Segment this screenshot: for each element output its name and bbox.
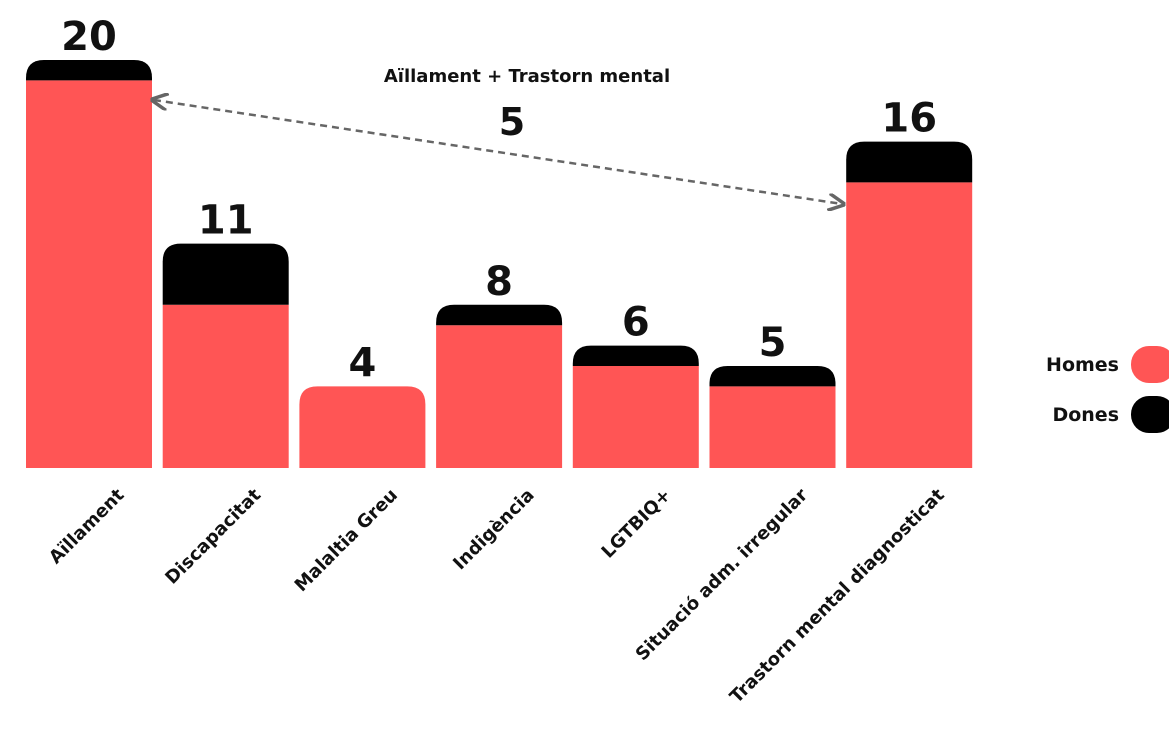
category-labels-group: Aïllament Discapacitat Malaltia Greu Indigè… (45, 484, 949, 707)
annotation-group: Aïllament + Trastorn mental 5 (154, 66, 842, 204)
bar-dones-trastorn-mental-diagnosticat (846, 141, 973, 183)
legend-swatch-homes (1131, 346, 1169, 383)
category-label-discapacitat: Discapacitat (161, 484, 265, 588)
bar-homes-malaltia-greu (299, 386, 426, 468)
bar-dones-lgtbiq (572, 345, 699, 366)
category-label-trastorn-mental-diagnosticat: Trastorn mental diagnosticat (726, 484, 949, 707)
category-label-malaltia-greu: Malaltia Greu (291, 485, 402, 596)
category-label-indigencia: Indigència (449, 485, 538, 574)
legend-item-dones: Dones (1052, 396, 1169, 433)
total-label-trastorn-mental-diagnosticat: 16 (881, 96, 937, 142)
bar-homes-aillament (26, 80, 152, 469)
total-label-indigencia: 8 (485, 259, 513, 305)
legend-label-dones: Dones (1052, 404, 1119, 426)
total-label-lgtbiq: 6 (622, 300, 650, 346)
bar-dones-discapacitat (162, 243, 289, 305)
total-label-discapacitat: 11 (198, 198, 254, 244)
bar-dones-situacio-adm-irregular (709, 366, 836, 387)
total-label-malaltia-greu: 4 (348, 340, 376, 386)
category-label-lgtbiq: LGTBIQ+ (598, 485, 676, 563)
connection-arrow (154, 100, 842, 204)
total-label-situacio-adm-irregular: 5 (759, 320, 787, 366)
bars-group (26, 60, 973, 469)
bar-homes-indigencia (436, 325, 563, 468)
bar-homes-discapacitat (162, 304, 289, 468)
category-label-aillament: Aïllament (45, 484, 129, 568)
legend: Homes Dones (1046, 346, 1169, 433)
legend-label-homes: Homes (1046, 354, 1119, 376)
annotation-value: 5 (499, 100, 525, 144)
bar-homes-trastorn-mental-diagnosticat (846, 182, 973, 468)
bar-dones-aillament (26, 60, 152, 81)
total-labels-group: 20 11 4 8 6 5 16 (61, 14, 937, 386)
legend-swatch-dones (1131, 396, 1169, 433)
annotation-title: Aïllament + Trastorn mental (384, 66, 670, 87)
bar-homes-lgtbiq (572, 366, 699, 468)
bar-dones-indigencia (436, 304, 563, 326)
total-label-aillament: 20 (61, 14, 117, 60)
legend-item-homes: Homes (1046, 346, 1169, 383)
bar-homes-situacio-adm-irregular (709, 386, 836, 468)
